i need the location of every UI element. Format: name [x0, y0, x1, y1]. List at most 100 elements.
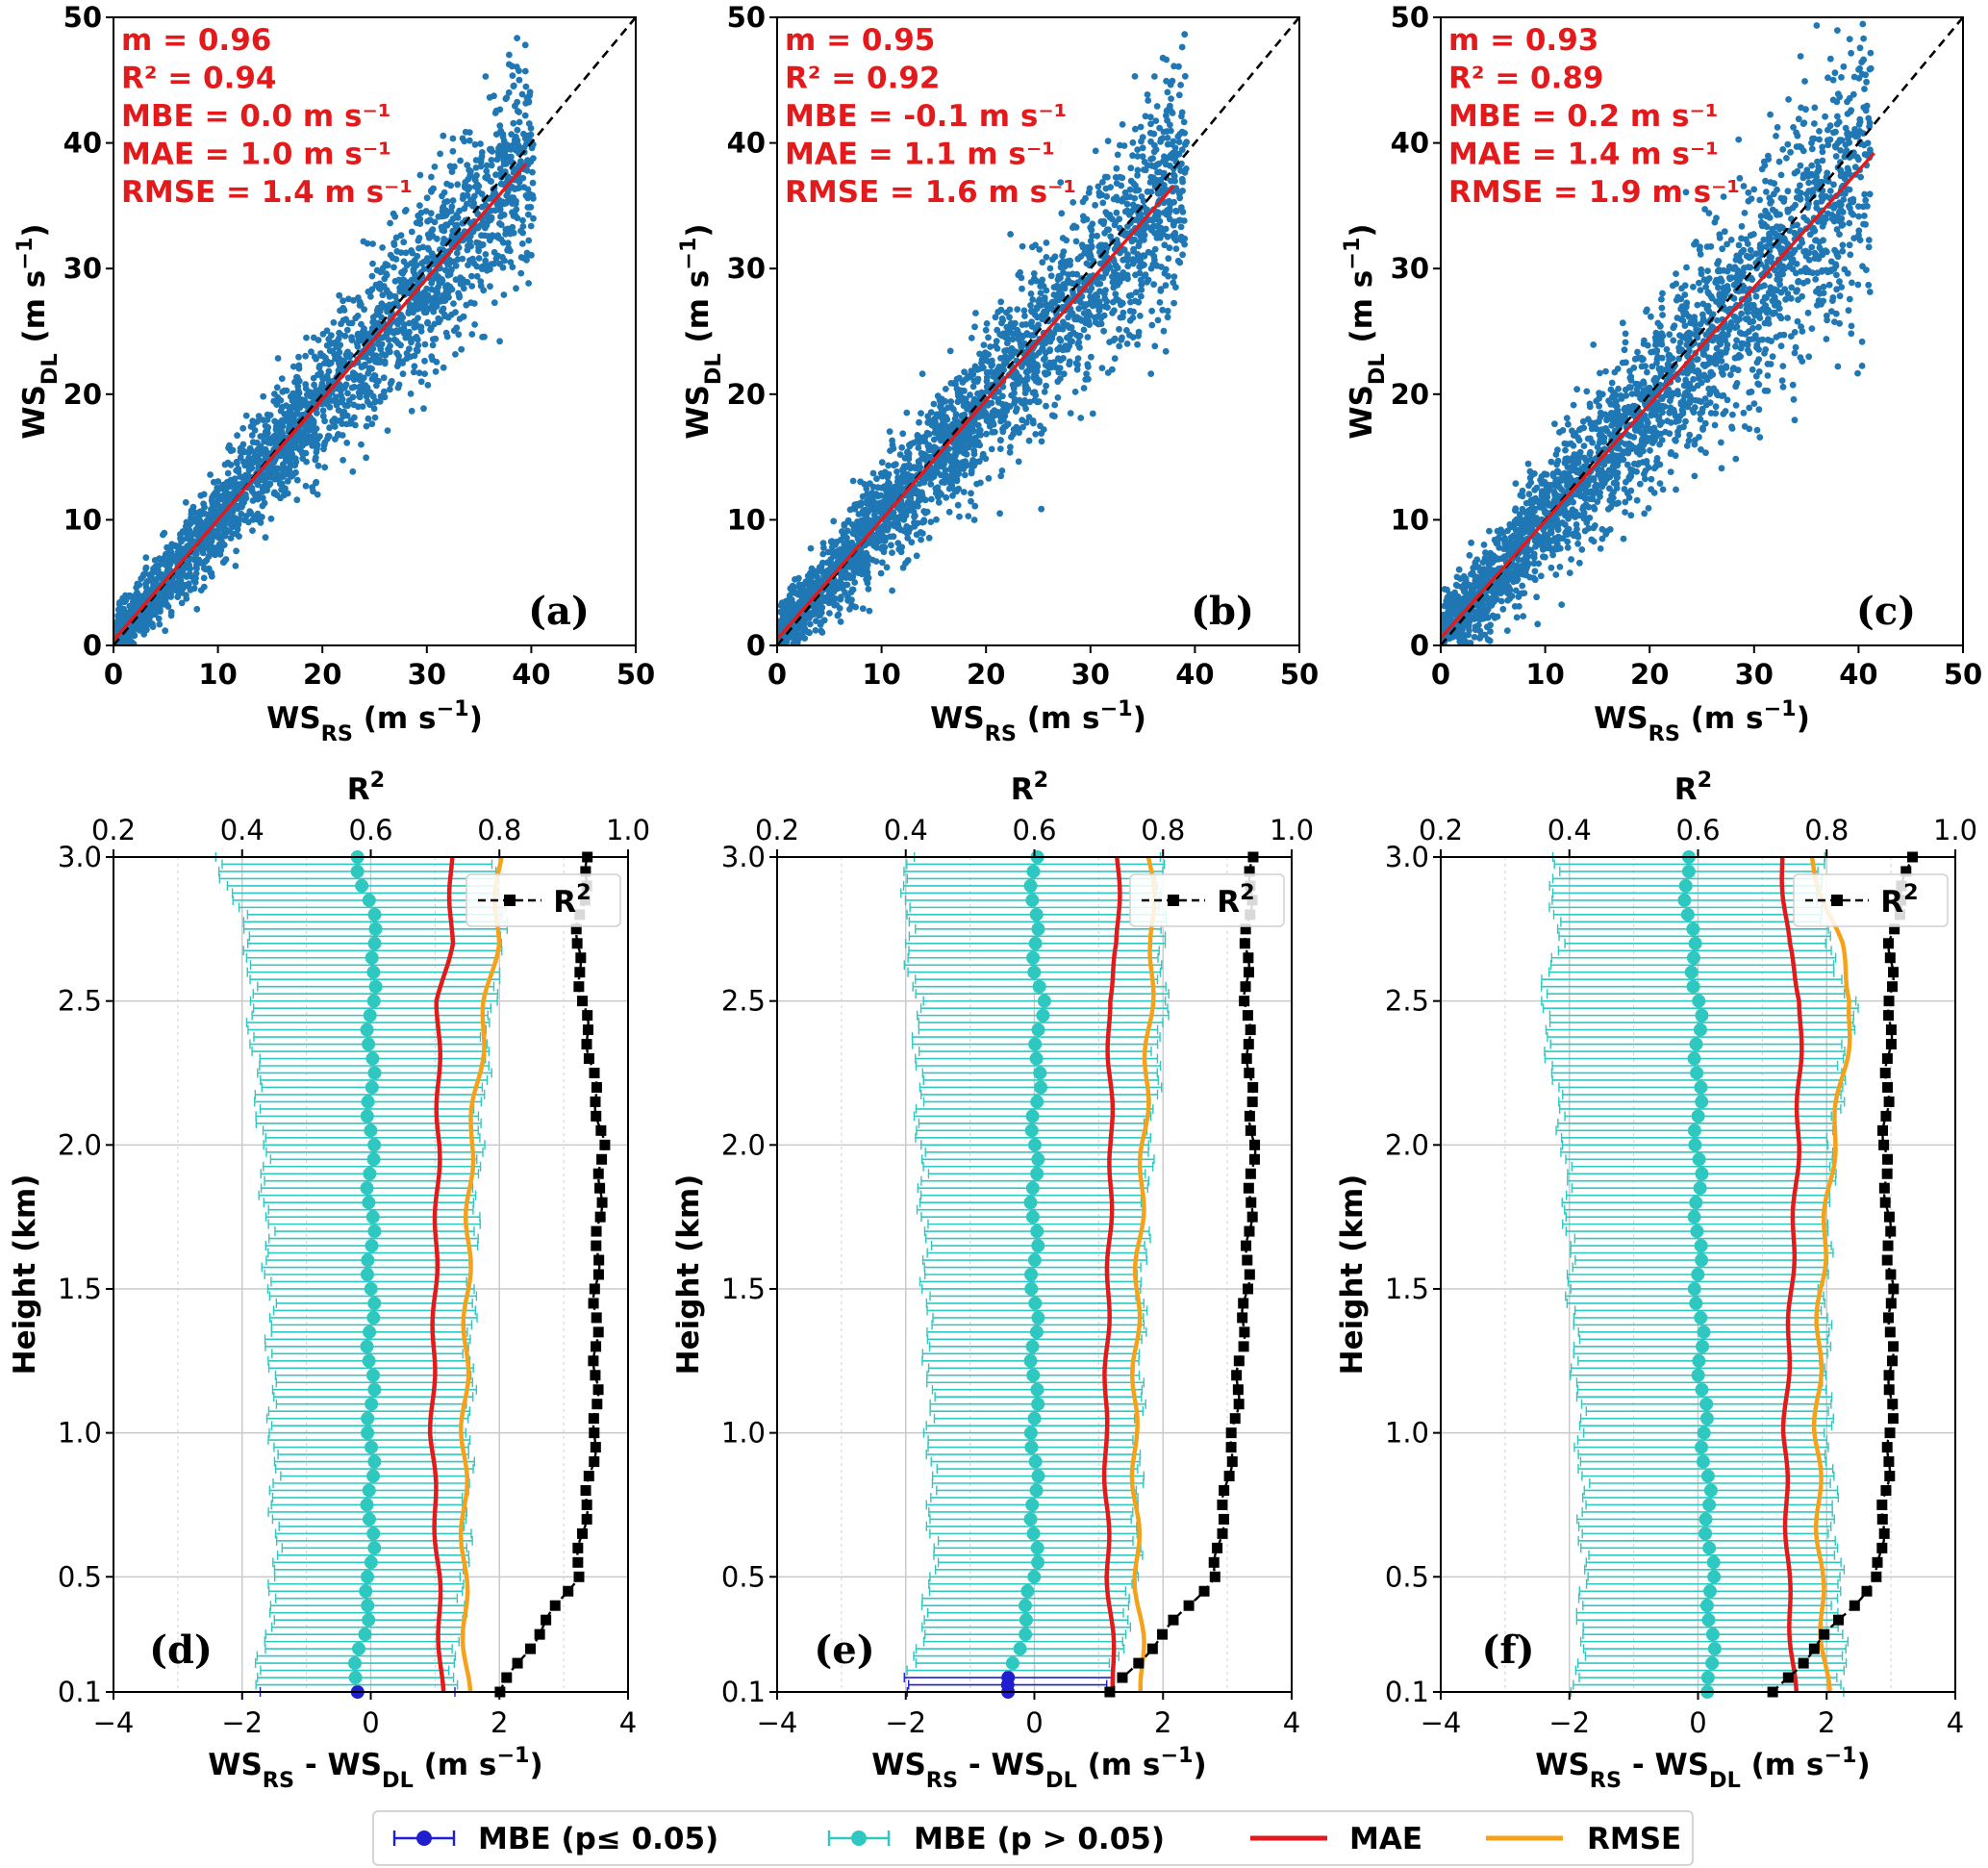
data-point: [175, 578, 183, 586]
data-point: [1146, 179, 1154, 186]
data-point: [852, 603, 859, 611]
data-point: [244, 471, 252, 479]
data-point: [1030, 419, 1037, 427]
data-point: [814, 568, 821, 575]
data-point: [392, 327, 400, 334]
stats-line: MBE = 0.0 m s⁻¹: [121, 99, 390, 134]
data-point: [1046, 346, 1053, 353]
data-point: [251, 491, 258, 498]
data-point: [859, 492, 867, 500]
data-point: [954, 398, 962, 406]
data-point: [165, 546, 173, 554]
data-point: [1164, 88, 1171, 96]
data-point: [491, 189, 497, 197]
data-point: [365, 415, 372, 422]
data-point: [935, 427, 943, 435]
data-point: [371, 320, 379, 327]
data-point: [1060, 318, 1067, 326]
data-point: [392, 338, 400, 344]
data-point: [343, 420, 350, 428]
data-point: [192, 564, 200, 571]
data-point: [421, 341, 429, 348]
data-point: [1007, 348, 1015, 356]
data-point: [349, 372, 356, 380]
data-point: [475, 255, 483, 262]
data-point: [901, 509, 909, 517]
data-point: [818, 629, 826, 636]
data-point: [886, 428, 893, 435]
data-point: [1174, 257, 1182, 265]
data-point: [239, 481, 246, 489]
data-point: [1074, 315, 1082, 322]
data-point: [471, 321, 478, 328]
data-point: [277, 407, 285, 415]
data-point: [160, 531, 166, 539]
data-point: [335, 407, 342, 414]
data-point: [416, 171, 424, 179]
data-point: [1100, 327, 1107, 335]
data-point: [398, 268, 405, 276]
data-point: [249, 439, 257, 446]
data-point: [449, 197, 457, 204]
data-point: [497, 213, 504, 220]
data-point: [452, 222, 459, 230]
data-point: [421, 370, 428, 377]
data-point: [323, 400, 331, 408]
data-point: [414, 336, 421, 343]
data-point: [913, 552, 920, 560]
data-point: [366, 365, 374, 371]
data-point: [284, 477, 291, 485]
data-point: [522, 83, 530, 90]
data-point: [1169, 77, 1176, 85]
data-point: [930, 436, 938, 443]
data-point: [800, 624, 808, 632]
data-point: [1032, 372, 1040, 380]
data-point: [186, 580, 192, 588]
data-point: [846, 606, 853, 613]
data-point: [1170, 172, 1178, 180]
data-point: [1161, 158, 1169, 165]
data-point: [210, 549, 217, 557]
data-point: [529, 179, 537, 187]
data-point: [523, 166, 531, 174]
data-point: [417, 323, 425, 331]
data-point: [898, 443, 906, 451]
data-point: [1137, 313, 1144, 319]
data-point: [417, 378, 425, 386]
data-point: [1060, 248, 1068, 255]
data-point: [1000, 366, 1007, 373]
data-point: [454, 181, 462, 189]
data-point: [1019, 423, 1026, 431]
data-point: [167, 608, 175, 616]
data-point: [1095, 280, 1101, 288]
data-point: [429, 341, 437, 349]
data-point: [849, 477, 857, 485]
data-point: [1080, 385, 1088, 391]
data-point: [226, 528, 234, 535]
data-point: [1151, 342, 1159, 350]
data-point: [1027, 302, 1034, 309]
data-point: [1150, 130, 1158, 138]
x-tick-label: 20: [303, 658, 341, 691]
data-point: [468, 283, 476, 290]
data-point: [1154, 215, 1161, 223]
data-point: [292, 444, 300, 451]
data-point: [915, 444, 922, 451]
data-point: [806, 629, 813, 637]
data-point: [521, 41, 529, 49]
data-point: [177, 568, 185, 574]
data-point: [361, 362, 368, 369]
data-point: [257, 518, 264, 526]
data-point: [820, 544, 827, 551]
data-point: [282, 470, 289, 477]
data-point: [125, 610, 133, 618]
data-point: [331, 416, 339, 422]
data-point: [1165, 255, 1172, 263]
data-point: [436, 279, 443, 287]
data-point: [393, 318, 401, 326]
data-point: [374, 304, 382, 312]
data-point: [473, 272, 481, 280]
data-point: [296, 438, 303, 444]
data-point: [260, 472, 267, 480]
data-point: [327, 359, 335, 366]
